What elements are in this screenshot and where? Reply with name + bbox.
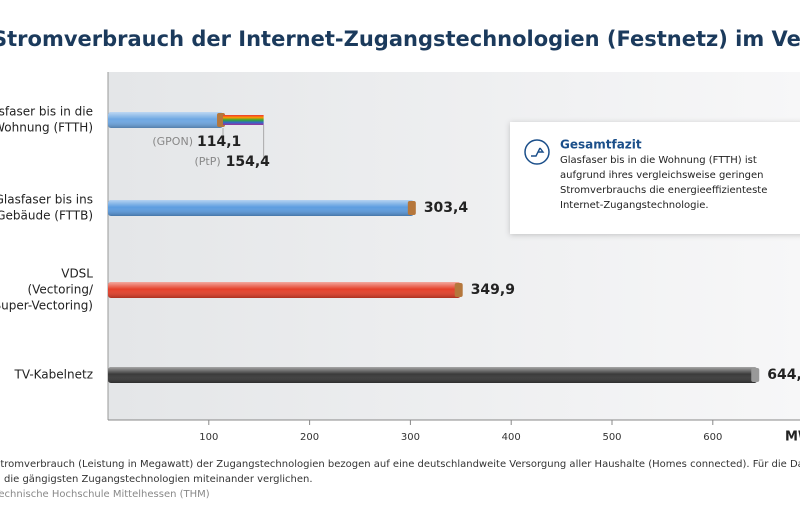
value-label: 114,1 <box>197 134 241 150</box>
summary-icon <box>524 139 550 165</box>
bar-end <box>454 283 463 297</box>
value-label: 349,9 <box>471 282 515 298</box>
x-tick-label: 200 <box>300 432 319 443</box>
category-label: Super-Vectoring) <box>0 299 93 313</box>
bar-shine <box>108 367 758 383</box>
category-label: Glasfaser bis in die <box>0 105 93 119</box>
bar-shine <box>108 282 461 298</box>
summary-heading: Gesamtfazit <box>560 138 642 152</box>
x-tick-label: 300 <box>401 432 420 443</box>
summary-icon-plug <box>531 147 545 157</box>
category-label: TV-Kabelnetz <box>13 368 93 382</box>
x-tick-label: 400 <box>502 432 521 443</box>
x-tick-label: 100 <box>199 432 218 443</box>
value-note: (GPON) <box>152 135 193 148</box>
summary-line: Internet-Zugangstechnologie. <box>560 200 709 211</box>
category-label: Wohnung (FTTH) <box>0 121 93 135</box>
summary-line: Stromverbrauchs die energieeffizienteste <box>560 185 767 196</box>
chart-title: Stromverbrauch der Internet-Zugangstechn… <box>0 27 800 51</box>
value-label: 644,1 <box>767 367 800 383</box>
summary-line: aufgrund ihres vergleichsweise geringen <box>560 170 764 181</box>
value-note: (PtP) <box>194 155 220 168</box>
x-tick-label: 500 <box>602 432 621 443</box>
category-label: Glasfaser bis ins <box>0 193 93 207</box>
bar <box>223 115 264 125</box>
x-axis-label: MW <box>785 430 800 445</box>
bar-shine <box>108 112 224 128</box>
footnote: Technische Hochschule Mittelhessen (THM) <box>0 489 210 500</box>
category-label: VDSL <box>61 267 93 281</box>
value-label: 303,4 <box>424 200 469 216</box>
category-label: (Vectoring/ <box>27 283 93 297</box>
footnote: Stromverbrauch (Leistung in Megawatt) de… <box>0 459 800 470</box>
summary-box <box>510 122 800 234</box>
bar-shine <box>108 200 414 216</box>
value-label: 154,4 <box>226 154 271 170</box>
summary-line: Glasfaser bis in die Wohnung (FTTH) ist <box>560 155 757 166</box>
x-tick-label: 600 <box>703 432 722 443</box>
bar-end <box>407 201 416 215</box>
bar-end <box>751 368 760 382</box>
footnote: die gängigsten Zugangstechnologien mitei… <box>4 474 313 485</box>
category-label: Gebäude (FTTB) <box>0 209 93 223</box>
